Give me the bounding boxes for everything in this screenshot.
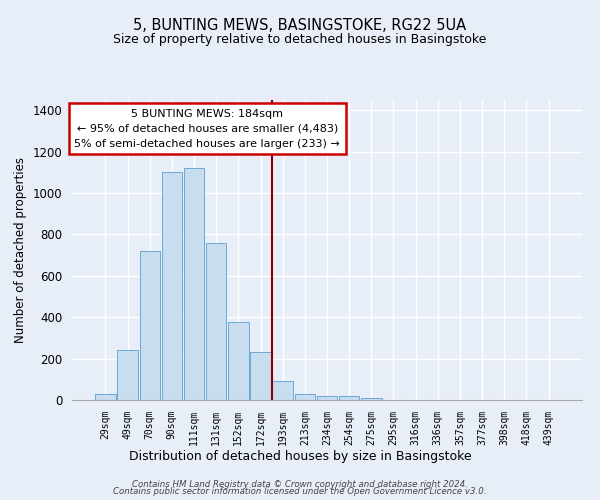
Bar [272, 382, 293, 400]
Bar [339, 396, 359, 400]
Bar [228, 322, 248, 400]
Bar [161, 172, 182, 400]
Bar [140, 251, 160, 400]
Bar [317, 396, 337, 400]
Bar [250, 352, 271, 400]
Y-axis label: Number of detached properties: Number of detached properties [14, 157, 27, 343]
Bar [206, 243, 226, 400]
Text: Contains public sector information licensed under the Open Government Licence v3: Contains public sector information licen… [113, 488, 487, 496]
Text: Distribution of detached houses by size in Basingstoke: Distribution of detached houses by size … [128, 450, 472, 463]
Bar [295, 394, 315, 400]
Text: Contains HM Land Registry data © Crown copyright and database right 2024.: Contains HM Land Registry data © Crown c… [132, 480, 468, 489]
Bar [184, 168, 204, 400]
Text: 5, BUNTING MEWS, BASINGSTOKE, RG22 5UA: 5, BUNTING MEWS, BASINGSTOKE, RG22 5UA [133, 18, 467, 32]
Text: 5 BUNTING MEWS: 184sqm
← 95% of detached houses are smaller (4,483)
5% of semi-d: 5 BUNTING MEWS: 184sqm ← 95% of detached… [74, 109, 340, 148]
Bar [95, 394, 116, 400]
Bar [361, 398, 382, 400]
Bar [118, 350, 138, 400]
Text: Size of property relative to detached houses in Basingstoke: Size of property relative to detached ho… [113, 32, 487, 46]
